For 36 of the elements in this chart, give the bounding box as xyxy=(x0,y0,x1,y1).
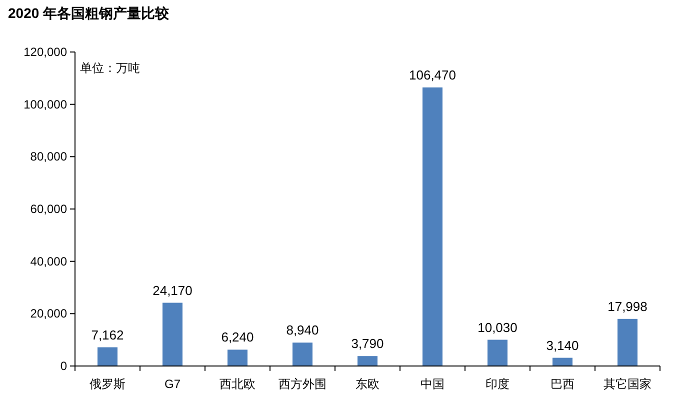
bar xyxy=(98,347,118,366)
y-tick-label: 20,000 xyxy=(30,306,68,321)
chart-title: 2020 年各国粗钢产量比较 xyxy=(8,5,170,21)
bar xyxy=(358,356,378,366)
bar xyxy=(618,318,638,366)
x-tick-label: G7 xyxy=(164,377,181,391)
data-label: 10,030 xyxy=(478,320,518,335)
data-label: 8,940 xyxy=(286,322,319,338)
x-tick-label: 印度 xyxy=(486,377,510,391)
data-label: 6,240 xyxy=(221,330,254,345)
y-tick-label: 0 xyxy=(60,359,68,373)
y-tick-label: 120,000 xyxy=(24,45,68,59)
data-label: 3,790 xyxy=(351,336,384,352)
x-tick-label: 西方外围 xyxy=(278,377,326,391)
bar xyxy=(488,340,508,366)
x-tick-label: 巴西 xyxy=(550,377,574,391)
annotation: 单位：万吨 xyxy=(80,61,140,75)
x-tick-label: 中国 xyxy=(420,377,444,391)
x-tick-label: 其它国家 xyxy=(604,377,652,391)
y-tick-label: 40,000 xyxy=(30,254,68,268)
bar xyxy=(552,358,572,366)
y-tick-label: 80,000 xyxy=(30,150,68,164)
data-label: 24,170 xyxy=(152,282,192,298)
bar xyxy=(228,350,248,366)
bar xyxy=(162,302,182,366)
bar xyxy=(422,87,442,366)
bar xyxy=(292,342,312,366)
y-tick-label: 60,000 xyxy=(30,202,68,216)
data-label: 106,470 xyxy=(409,67,456,82)
y-tick-label: 100,000 xyxy=(24,97,68,112)
data-label: 17,998 xyxy=(608,298,648,314)
x-tick-label: 俄罗斯 xyxy=(90,377,126,391)
x-tick-label: 东欧 xyxy=(356,377,380,391)
x-tick-label: 西北欧 xyxy=(220,377,256,391)
data-label: 7,162 xyxy=(91,327,124,342)
data-label: 3,140 xyxy=(546,338,579,353)
